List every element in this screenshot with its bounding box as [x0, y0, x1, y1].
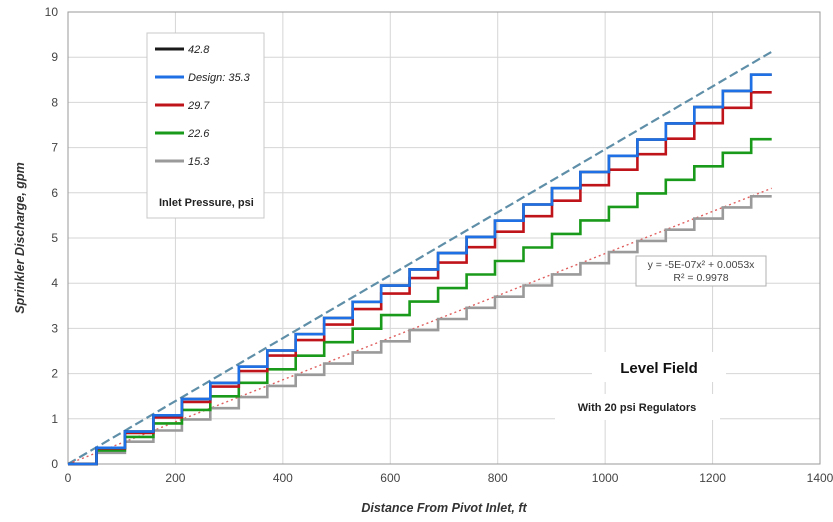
trendline-equation: y = -5E-07x² + 0.0053x — [648, 259, 756, 271]
x-tick-label: 200 — [165, 471, 185, 485]
legend-label: Design: 35.3 — [188, 72, 251, 84]
legend-label: 22.6 — [187, 128, 210, 140]
y-tick-label: 6 — [51, 186, 58, 200]
x-axis-title: Distance From Pivot Inlet, ft — [361, 501, 527, 515]
y-tick-label: 9 — [51, 50, 58, 64]
series-line-15-3 — [68, 195, 772, 466]
x-tick-label: 1000 — [592, 471, 619, 485]
x-tick-label: 1200 — [699, 471, 726, 485]
y-tick-label: 10 — [45, 5, 59, 19]
legend-label: 42.8 — [188, 44, 210, 56]
series-line-22-6 — [68, 137, 772, 466]
legend-box — [146, 32, 265, 219]
x-tick-label: 400 — [273, 471, 293, 485]
y-tick-labels: 0 1 2 3 4 5 6 7 8 9 10 — [45, 5, 59, 471]
legend-title: Inlet Pressure, psi — [159, 197, 254, 209]
y-tick-label: 0 — [51, 457, 58, 471]
y-tick-label: 7 — [51, 141, 58, 155]
series-lines — [67, 50, 773, 466]
x-tick-label: 600 — [380, 471, 400, 485]
plot-border — [67, 11, 821, 465]
y-tick-label: 4 — [51, 276, 58, 290]
legend-label: 29.7 — [187, 100, 210, 112]
y-tick-label: 2 — [51, 367, 58, 381]
series-line-design-35-3 — [68, 73, 772, 466]
x-tick-label: 0 — [65, 471, 72, 485]
trendline-lower — [67, 187, 772, 465]
trendline-r-squared: R² = 0.9978 — [673, 272, 728, 284]
x-tick-labels: 0 200 400 600 800 1000 1200 1400 — [65, 471, 833, 485]
condition-subtitle: With 20 psi Regulators — [578, 402, 696, 414]
trendline-annotation: y = -5E-07x² + 0.0053x R² = 0.9978 — [635, 255, 767, 287]
condition-label: Level Field With 20 psi Regulators — [555, 352, 726, 420]
series-line-29-7 — [68, 91, 772, 466]
legend-label: 15.3 — [188, 156, 210, 168]
legend-items: 42.8 Design: 35.3 29.7 22.6 15.3 — [155, 44, 251, 168]
condition-subtitle-box — [555, 394, 720, 420]
y-axis-title: Sprinkler Discharge, gpm — [13, 162, 27, 313]
annotation-box — [635, 255, 767, 287]
x-tick-label: 800 — [488, 471, 508, 485]
condition-title: Level Field — [620, 360, 698, 377]
y-tick-label: 1 — [51, 412, 58, 426]
legend: 42.8 Design: 35.3 29.7 22.6 15.3 Inlet Press… — [146, 32, 265, 219]
y-tick-label: 5 — [51, 231, 58, 245]
trendline-upper — [67, 50, 773, 465]
y-tick-label: 3 — [51, 321, 58, 335]
condition-title-box — [592, 352, 726, 382]
x-tick-label: 1400 — [807, 471, 833, 485]
y-tick-label: 8 — [51, 95, 58, 109]
